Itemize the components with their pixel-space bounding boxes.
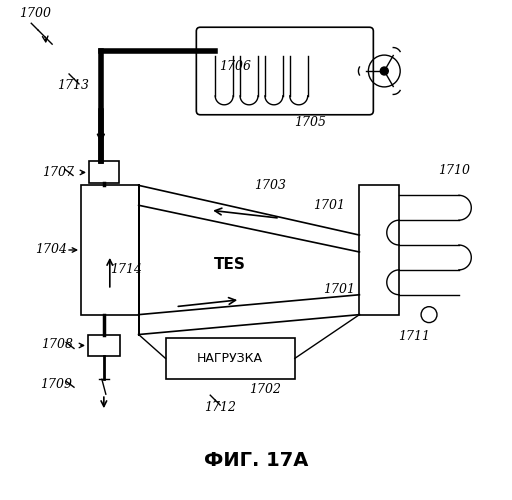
Bar bbox=[165, 338, 295, 380]
Text: 1700: 1700 bbox=[19, 7, 51, 20]
Text: 1704: 1704 bbox=[35, 244, 67, 256]
Text: ФИГ. 17А: ФИГ. 17А bbox=[204, 452, 308, 470]
Bar bbox=[89, 162, 119, 184]
Text: 1701: 1701 bbox=[324, 284, 355, 296]
Text: 1707: 1707 bbox=[42, 166, 74, 179]
Text: 1708: 1708 bbox=[41, 338, 73, 351]
Circle shape bbox=[380, 67, 388, 75]
Bar bbox=[359, 186, 399, 314]
Bar bbox=[88, 334, 120, 356]
Text: 1703: 1703 bbox=[254, 179, 286, 192]
Text: TES: TES bbox=[214, 258, 246, 272]
FancyBboxPatch shape bbox=[196, 27, 373, 115]
Text: 1709: 1709 bbox=[40, 378, 72, 391]
Bar bbox=[81, 186, 139, 314]
Text: 1702: 1702 bbox=[249, 382, 281, 396]
Text: 1712: 1712 bbox=[204, 400, 236, 413]
Text: 1713: 1713 bbox=[57, 80, 89, 92]
Text: 1706: 1706 bbox=[219, 60, 251, 72]
Text: 1711: 1711 bbox=[398, 330, 430, 343]
Text: 1705: 1705 bbox=[294, 116, 326, 129]
Text: 1701: 1701 bbox=[313, 198, 346, 212]
Text: НАГРУЗКА: НАГРУЗКА bbox=[197, 352, 263, 365]
Text: 1710: 1710 bbox=[438, 164, 470, 177]
Text: 1714: 1714 bbox=[110, 264, 142, 276]
